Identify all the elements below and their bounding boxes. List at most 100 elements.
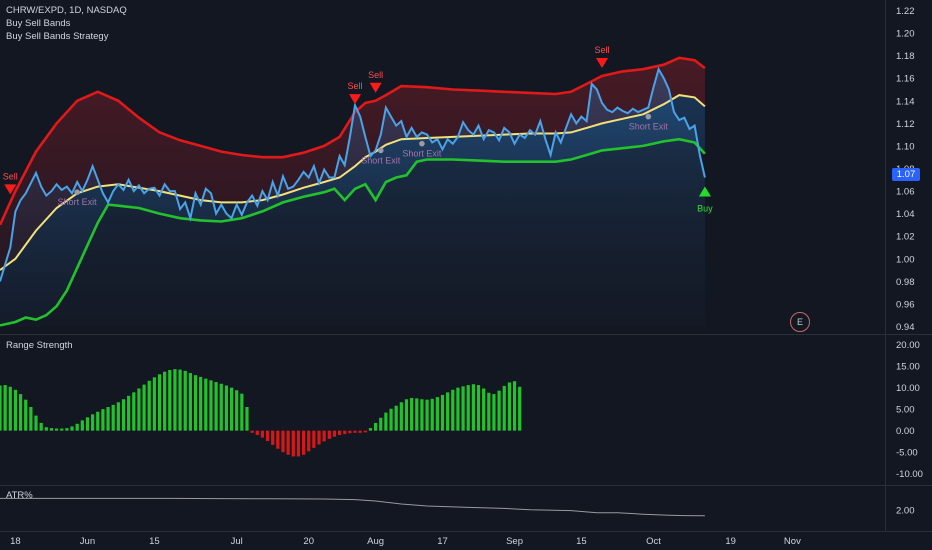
atr-axis-tick: 2.00 xyxy=(896,506,915,517)
range-strength-bar xyxy=(54,428,59,431)
range-strength-bar xyxy=(204,378,208,431)
range-strength-bar xyxy=(487,392,491,431)
time-axis-tick: Aug xyxy=(367,536,384,547)
range-axis-tick: 20.00 xyxy=(896,340,920,351)
time-axis-tick: Sep xyxy=(506,536,523,547)
range-axis-tick: -10.00 xyxy=(896,469,923,480)
range-strength-bar xyxy=(260,430,265,438)
range-strength-bar xyxy=(219,383,223,431)
price-axis-tick: 1.22 xyxy=(896,6,915,17)
range-axis-tick: 10.00 xyxy=(896,383,920,394)
time-axis-tick: 20 xyxy=(303,536,314,547)
range-strength-bar xyxy=(111,404,115,431)
time-axis-tick: 17 xyxy=(437,536,448,547)
time-axis-tick: Nov xyxy=(784,536,801,547)
sell-label: Sell xyxy=(348,81,363,91)
range-strength-bar xyxy=(127,395,131,431)
range-strength-bar xyxy=(348,430,352,434)
range-axis-tick: 0.00 xyxy=(896,426,915,437)
time-axis-tick: Jul xyxy=(231,536,243,547)
range-strength-bar xyxy=(229,387,234,431)
price-axis-tick: 1.10 xyxy=(896,141,915,152)
range-strength-bar xyxy=(132,392,136,431)
range-strength-bar xyxy=(91,414,95,431)
range-strength-bar xyxy=(286,430,290,455)
range-strength-bar xyxy=(296,430,301,457)
last-price-tag: 1.07 xyxy=(892,168,920,181)
range-strength-bar xyxy=(85,417,90,431)
indicator-buy-sell-bands[interactable]: Buy Sell Bands xyxy=(6,18,71,29)
chart-legend: CHRW/EXPD, 1D, NASDAQ Buy Sell Bands Buy… xyxy=(6,4,127,43)
range-strength-bar xyxy=(49,428,54,431)
range-strength-bar xyxy=(173,369,177,431)
range-strength-bar xyxy=(404,399,409,431)
range-strength-bar xyxy=(0,385,2,431)
range-strength-bar xyxy=(44,427,48,431)
exit-marker-icon xyxy=(377,147,384,154)
buy-label: Buy xyxy=(697,204,713,214)
range-strength-bar xyxy=(492,394,496,431)
range-strength-bar xyxy=(147,380,151,431)
time-axis-tick: 19 xyxy=(725,536,736,547)
price-axis-tick: 0.94 xyxy=(896,322,915,333)
range-strength-bar xyxy=(39,422,43,431)
range-strength-bar xyxy=(451,389,455,431)
sell-marker-icon xyxy=(596,57,609,68)
range-strength-bar xyxy=(482,388,486,431)
range-strength-bar xyxy=(116,402,120,431)
range-strength-bar xyxy=(415,398,419,431)
range-strength-bar xyxy=(337,430,342,435)
range-strength-title[interactable]: Range Strength xyxy=(6,340,73,351)
range-strength-bar xyxy=(497,390,501,431)
range-strength-bar xyxy=(235,390,239,431)
range-strength-bar xyxy=(142,384,146,431)
price-axis-tick: 1.16 xyxy=(896,74,915,85)
range-strength-bar xyxy=(152,377,156,431)
range-strength-bar xyxy=(183,370,187,431)
price-axis-tick: 1.12 xyxy=(896,119,915,130)
range-strength-bar xyxy=(250,430,254,433)
indicator-buy-sell-bands-strategy[interactable]: Buy Sell Bands Strategy xyxy=(6,31,109,42)
exit-label: Short Exit xyxy=(361,155,401,165)
range-strength-bar xyxy=(24,399,28,431)
range-strength-bar xyxy=(137,388,141,431)
price-axis-tick: 1.18 xyxy=(896,51,915,62)
range-strength-bar xyxy=(271,430,275,445)
sell-label: Sell xyxy=(3,171,18,181)
range-strength-bar xyxy=(80,420,84,431)
range-strength-bar xyxy=(276,430,280,449)
range-strength-bar xyxy=(224,385,228,431)
range-strength-bar xyxy=(168,369,172,431)
price-axis-tick: 1.06 xyxy=(896,187,915,198)
range-strength-bar xyxy=(368,428,373,431)
range-strength-bar xyxy=(420,399,424,431)
range-strength-bar xyxy=(446,392,450,431)
price-axis-tick: 1.14 xyxy=(896,96,915,107)
range-strength-bar xyxy=(502,385,506,431)
range-strength-bar xyxy=(435,397,439,431)
range-strength-bar xyxy=(209,380,213,431)
sell-label: Sell xyxy=(594,45,609,55)
atr-title[interactable]: ATR% xyxy=(6,490,33,501)
earnings-badge[interactable]: E xyxy=(790,312,810,332)
price-axis-tick: 1.04 xyxy=(896,209,915,220)
time-axis-tick: Jun xyxy=(80,536,95,547)
exit-marker-icon xyxy=(645,113,652,120)
sell-marker-icon xyxy=(349,94,362,105)
range-strength-bar xyxy=(193,375,198,431)
range-strength-bar xyxy=(399,402,403,431)
range-strength-bar xyxy=(518,386,522,431)
range-strength-bar xyxy=(157,374,162,431)
price-axis-tick: 0.98 xyxy=(896,277,915,288)
range-strength-bar xyxy=(466,385,470,431)
range-strength-bar xyxy=(440,394,445,431)
range-strength-bar xyxy=(471,384,475,431)
range-strength-bar xyxy=(507,382,511,431)
price-axis-tick: 1.00 xyxy=(896,254,915,265)
upper-band-line xyxy=(0,56,706,226)
range-strength-bar xyxy=(317,430,321,445)
range-strength-bar xyxy=(265,430,270,441)
range-strength-bar xyxy=(332,430,337,437)
symbol-title[interactable]: CHRW/EXPD, 1D, NASDAQ xyxy=(6,5,127,16)
